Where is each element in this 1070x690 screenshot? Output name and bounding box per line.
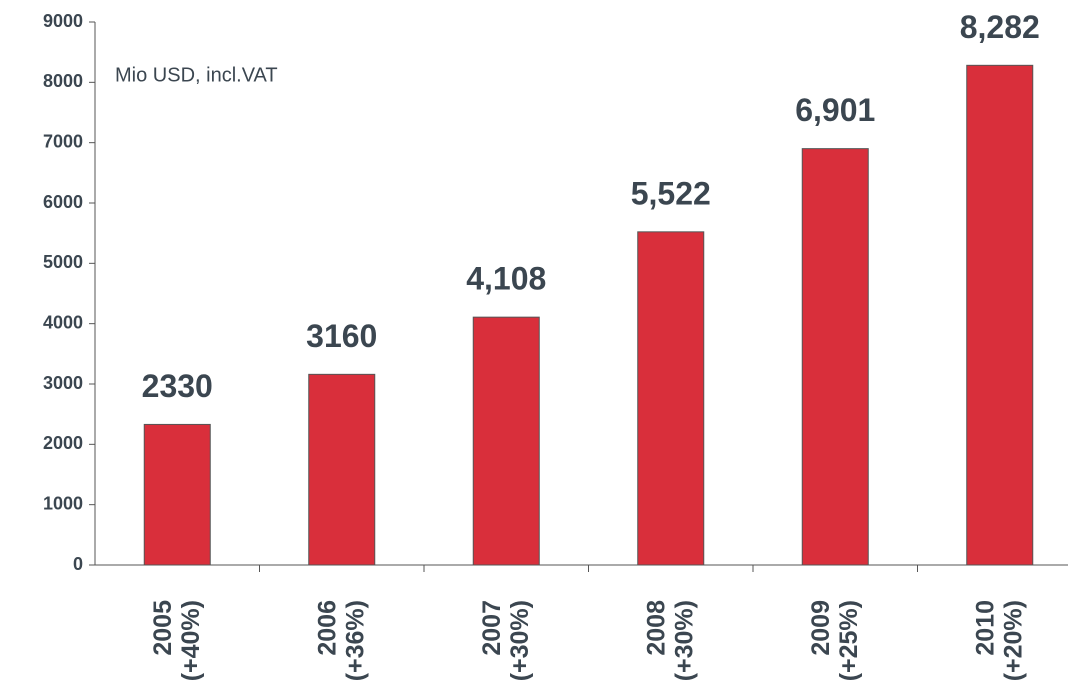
bar xyxy=(637,231,705,566)
x-tick-label: 2006 xyxy=(313,600,341,656)
value-label: 8,282 xyxy=(960,9,1040,45)
value-label: 2330 xyxy=(142,368,213,404)
bar xyxy=(472,316,540,566)
y-tick-label: 1000 xyxy=(43,493,83,513)
y-tick-label: 4000 xyxy=(43,312,83,332)
y-tick-label: 5000 xyxy=(43,252,83,272)
x-tick-note: (+30%) xyxy=(506,600,534,681)
value-label: 4,108 xyxy=(466,261,546,297)
y-tick-label: 7000 xyxy=(43,131,83,151)
y-tick-label: 3000 xyxy=(43,373,83,393)
x-tick-label: 2009 xyxy=(807,600,835,656)
x-tick-label: 2007 xyxy=(478,600,506,656)
annotation: Mio USD, incl.VAT xyxy=(115,64,278,86)
y-tick-label: 0 xyxy=(73,554,83,574)
y-tick-label: 6000 xyxy=(43,192,83,212)
bar xyxy=(308,373,376,566)
x-tick-note: (+36%) xyxy=(341,600,369,681)
value-label: 6,901 xyxy=(795,92,875,128)
x-tick-label: 2005 xyxy=(149,600,177,656)
bar xyxy=(966,64,1034,566)
bar xyxy=(801,148,869,566)
value-label: 3160 xyxy=(306,318,377,354)
bar xyxy=(143,423,211,566)
x-tick-note: (+30%) xyxy=(670,600,698,681)
y-tick-label: 2000 xyxy=(43,433,83,453)
y-tick-label: 9000 xyxy=(43,11,83,31)
x-tick-note: (+25%) xyxy=(835,600,863,681)
value-label: 5,522 xyxy=(631,175,711,211)
x-tick-label: 2010 xyxy=(971,600,999,656)
x-tick-note: (+40%) xyxy=(177,600,205,681)
x-tick-note: (+20%) xyxy=(999,600,1027,681)
x-tick-label: 2008 xyxy=(642,600,670,656)
y-tick-label: 8000 xyxy=(43,71,83,91)
